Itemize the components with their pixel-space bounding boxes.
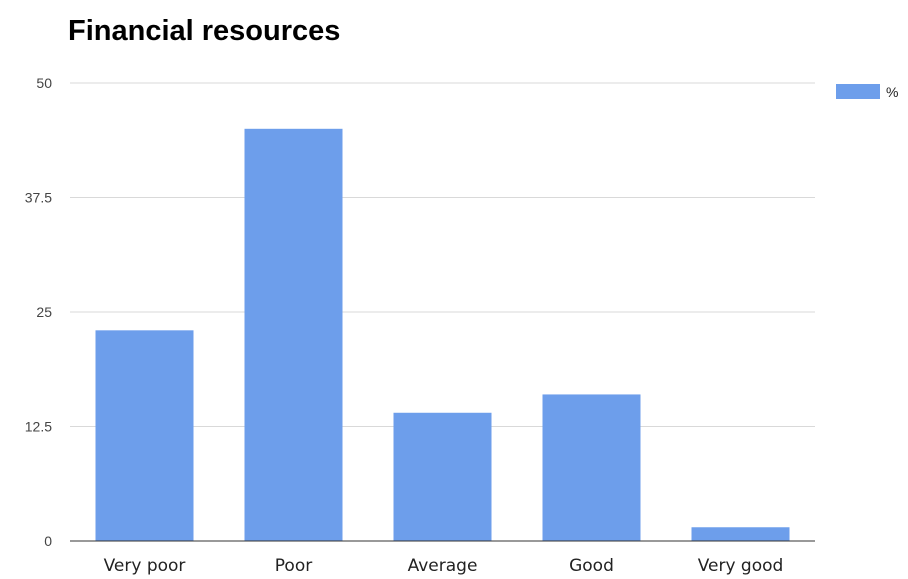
y-tick-label: 50 — [36, 75, 52, 91]
y-tick-label: 0 — [44, 533, 52, 549]
y-tick-label: 25 — [36, 304, 52, 320]
legend-swatch — [836, 84, 880, 99]
x-tick-label: Very poor — [104, 556, 186, 576]
x-tick-label: Average — [408, 556, 478, 576]
bar-poor[interactable] — [245, 129, 343, 541]
y-tick-label: 37.5 — [25, 190, 52, 206]
chart-title: Financial resources — [68, 15, 340, 47]
bar-very-poor[interactable] — [96, 330, 194, 541]
bar-good[interactable] — [543, 394, 641, 541]
y-tick-label: 12.5 — [25, 419, 52, 435]
x-axis-tick-labels: Very poor Poor Average Good Very good — [104, 556, 784, 576]
x-tick-label: Good — [569, 556, 614, 576]
bar-very-good[interactable] — [692, 527, 790, 541]
legend-label-percent: % — [886, 84, 898, 100]
legend[interactable]: % — [836, 84, 898, 100]
bar-average[interactable] — [394, 413, 492, 541]
x-tick-label: Very good — [698, 556, 784, 576]
x-tick-label: Poor — [275, 556, 312, 576]
y-axis-tick-labels: 0 12.5 25 37.5 50 — [25, 75, 52, 549]
bars — [96, 129, 790, 541]
